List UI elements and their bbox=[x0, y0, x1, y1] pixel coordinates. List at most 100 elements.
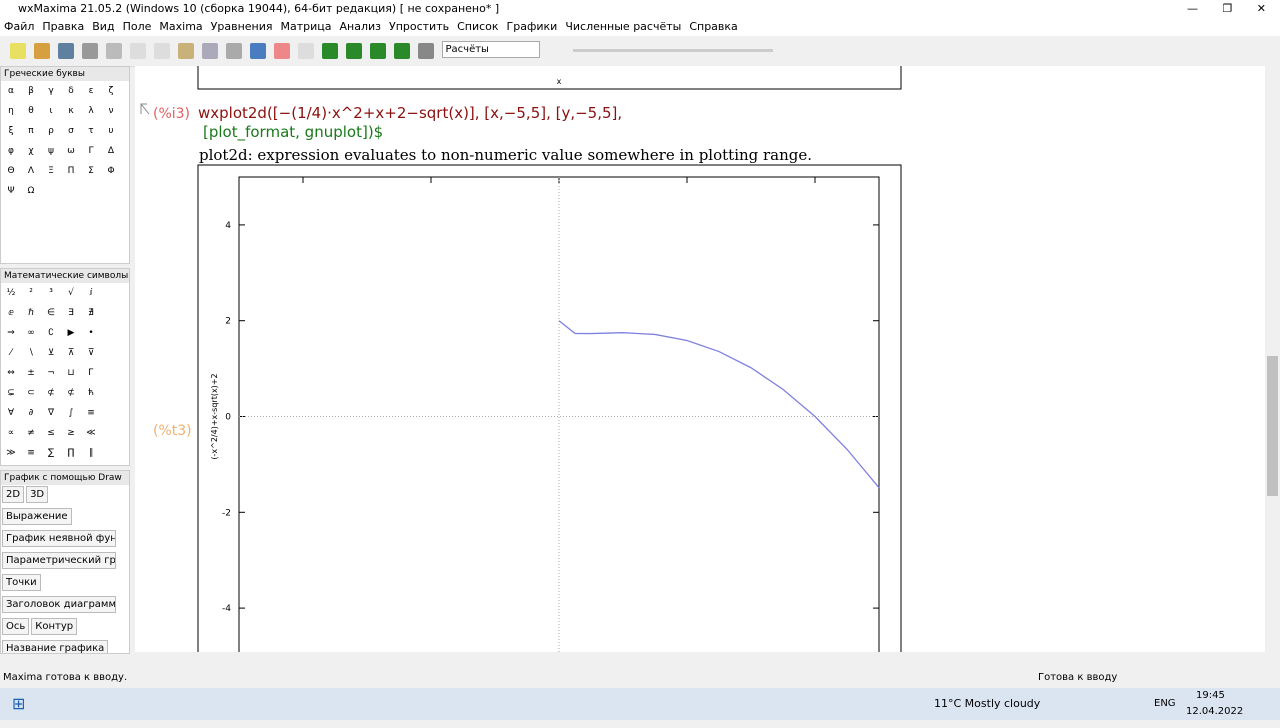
symbol-button[interactable]: ² bbox=[29, 288, 33, 298]
tool-settings[interactable] bbox=[106, 43, 122, 59]
tool-hide[interactable] bbox=[418, 43, 434, 59]
weather[interactable]: 11°C Mostly cloudy bbox=[934, 697, 1041, 710]
tool-open[interactable] bbox=[34, 43, 50, 59]
symbol-button[interactable]: ≥ bbox=[67, 428, 75, 438]
clock-date[interactable]: 12.04.2022 bbox=[1186, 706, 1244, 717]
symbol-button[interactable]: θ bbox=[28, 106, 34, 116]
draw-button[interactable]: Ось bbox=[2, 618, 30, 635]
symbol-button[interactable]: τ bbox=[88, 126, 94, 136]
symbol-button[interactable]: ⇒ bbox=[7, 328, 15, 338]
tool-new[interactable] bbox=[10, 43, 26, 59]
symbol-button[interactable]: Λ bbox=[27, 166, 35, 176]
symbol-button[interactable]: ≠ bbox=[27, 428, 35, 438]
symbol-button[interactable]: η bbox=[8, 106, 14, 116]
menu-item[interactable]: Матрица bbox=[280, 20, 332, 33]
scroll-thumb[interactable] bbox=[1267, 356, 1278, 496]
symbol-button[interactable]: ∫ bbox=[68, 408, 74, 418]
symbol-button[interactable]: β bbox=[28, 86, 34, 96]
symbol-button[interactable]: ∄ bbox=[88, 308, 94, 318]
symbol-button[interactable]: π bbox=[28, 126, 34, 136]
symbol-button[interactable]: ± bbox=[27, 368, 35, 378]
symbol-button[interactable]: ∑ bbox=[47, 448, 55, 458]
symbol-button[interactable]: Σ bbox=[88, 166, 94, 176]
symbol-button[interactable]: κ bbox=[68, 106, 74, 116]
symbol-button[interactable]: σ bbox=[68, 126, 74, 136]
symbol-button[interactable]: ⊊ bbox=[7, 388, 15, 398]
symbol-button[interactable]: ζ bbox=[108, 86, 114, 96]
menu-item[interactable]: Вид bbox=[92, 20, 115, 33]
symbol-button[interactable]: ∇ bbox=[47, 408, 55, 418]
symbol-button[interactable]: ∂ bbox=[28, 408, 34, 418]
draw-button[interactable]: Название графика bbox=[2, 640, 109, 653]
tool-run[interactable] bbox=[322, 43, 338, 59]
tool-find[interactable] bbox=[226, 43, 242, 59]
symbol-button[interactable]: φ bbox=[8, 146, 14, 156]
symbol-button[interactable]: ε bbox=[88, 86, 94, 96]
symbol-button[interactable]: ⊄ bbox=[47, 388, 55, 398]
symbol-button[interactable]: ⁄ bbox=[10, 348, 12, 358]
draw-button[interactable]: Параметрический граф bbox=[2, 552, 116, 569]
tool-up[interactable] bbox=[298, 43, 314, 59]
symbol-button[interactable]: Ψ bbox=[7, 186, 15, 196]
symbol-button[interactable]: Γ bbox=[88, 146, 94, 156]
symbol-button[interactable]: γ bbox=[48, 86, 54, 96]
symbol-button[interactable]: Φ bbox=[107, 166, 115, 176]
tool-copy[interactable] bbox=[154, 43, 170, 59]
language[interactable]: ENG bbox=[1154, 698, 1176, 709]
symbol-button[interactable]: Δ bbox=[107, 146, 115, 156]
menu-item[interactable]: Уравнения bbox=[210, 20, 273, 33]
tool-select[interactable] bbox=[202, 43, 218, 59]
symbol-button[interactable]: Ω bbox=[27, 186, 35, 196]
symbol-button[interactable]: ⊻ bbox=[47, 348, 55, 358]
symbol-button[interactable]: ⊽ bbox=[87, 348, 95, 358]
menu-item[interactable]: Поле bbox=[122, 20, 152, 33]
menu-item[interactable]: Файл bbox=[4, 20, 35, 33]
symbol-button[interactable]: ½ bbox=[6, 288, 16, 298]
symbol-button[interactable]: Π bbox=[67, 166, 75, 176]
symbol-button[interactable]: ∏ bbox=[67, 448, 75, 458]
start-button[interactable]: ⊞ bbox=[12, 694, 26, 713]
tool-run-next[interactable] bbox=[346, 43, 362, 59]
symbol-button[interactable]: ⊂ bbox=[27, 388, 35, 398]
symbol-button[interactable]: ≪ bbox=[86, 428, 96, 438]
symbol-button[interactable]: ∖ bbox=[28, 348, 34, 358]
symbol-button[interactable]: ∀ bbox=[7, 408, 15, 418]
draw-button[interactable]: График неявной функци bbox=[2, 530, 116, 547]
symbol-button[interactable]: ≡ bbox=[27, 448, 35, 458]
menu-item[interactable]: Список bbox=[457, 20, 499, 33]
symbol-button[interactable]: ћ bbox=[88, 388, 94, 398]
symbol-button[interactable]: ψ bbox=[48, 146, 54, 156]
tool-stop[interactable] bbox=[274, 43, 290, 59]
draw-button[interactable]: Контур bbox=[31, 618, 78, 635]
symbol-button[interactable]: λ bbox=[88, 106, 94, 116]
menu-item[interactable]: Упростить bbox=[388, 20, 450, 33]
draw-button[interactable]: 3D bbox=[26, 486, 49, 503]
symbol-button[interactable]: ⊄ bbox=[67, 388, 75, 398]
symbol-button[interactable]: • bbox=[88, 328, 94, 338]
symbol-button[interactable]: ⊔ bbox=[67, 368, 75, 378]
symbol-button[interactable]: ∃ bbox=[68, 308, 74, 318]
draw-button[interactable]: Точки bbox=[2, 574, 41, 591]
symbol-button[interactable]: √ bbox=[68, 288, 74, 298]
symbol-button[interactable]: ³ bbox=[49, 288, 53, 298]
symbol-button[interactable]: α bbox=[8, 86, 14, 96]
tool-paste[interactable] bbox=[178, 43, 194, 59]
tool-save[interactable] bbox=[58, 43, 74, 59]
symbol-button[interactable]: ⅇ bbox=[8, 308, 14, 318]
menu-item[interactable]: Численные расчёты bbox=[565, 20, 682, 33]
symbol-button[interactable]: ∞ bbox=[27, 328, 35, 338]
tool-run-end[interactable] bbox=[394, 43, 410, 59]
symbol-button[interactable]: ⊼ bbox=[67, 348, 75, 358]
menu-item[interactable]: Правка bbox=[42, 20, 85, 33]
clock-time[interactable]: 19:45 bbox=[1196, 690, 1225, 701]
symbol-button[interactable]: ν bbox=[108, 106, 114, 116]
menu-item[interactable]: Графики bbox=[506, 20, 558, 33]
symbol-button[interactable]: υ bbox=[108, 126, 114, 136]
tool-run-all[interactable] bbox=[370, 43, 386, 59]
draw-button[interactable]: 2D bbox=[2, 486, 25, 503]
symbol-button[interactable]: δ bbox=[68, 86, 74, 96]
symbol-button[interactable]: ⅈ bbox=[89, 288, 93, 298]
tool-cut[interactable] bbox=[130, 43, 146, 59]
draw-button[interactable]: Заголовок диаграммы bbox=[2, 596, 116, 613]
menu-item[interactable]: Maxima bbox=[159, 20, 203, 33]
